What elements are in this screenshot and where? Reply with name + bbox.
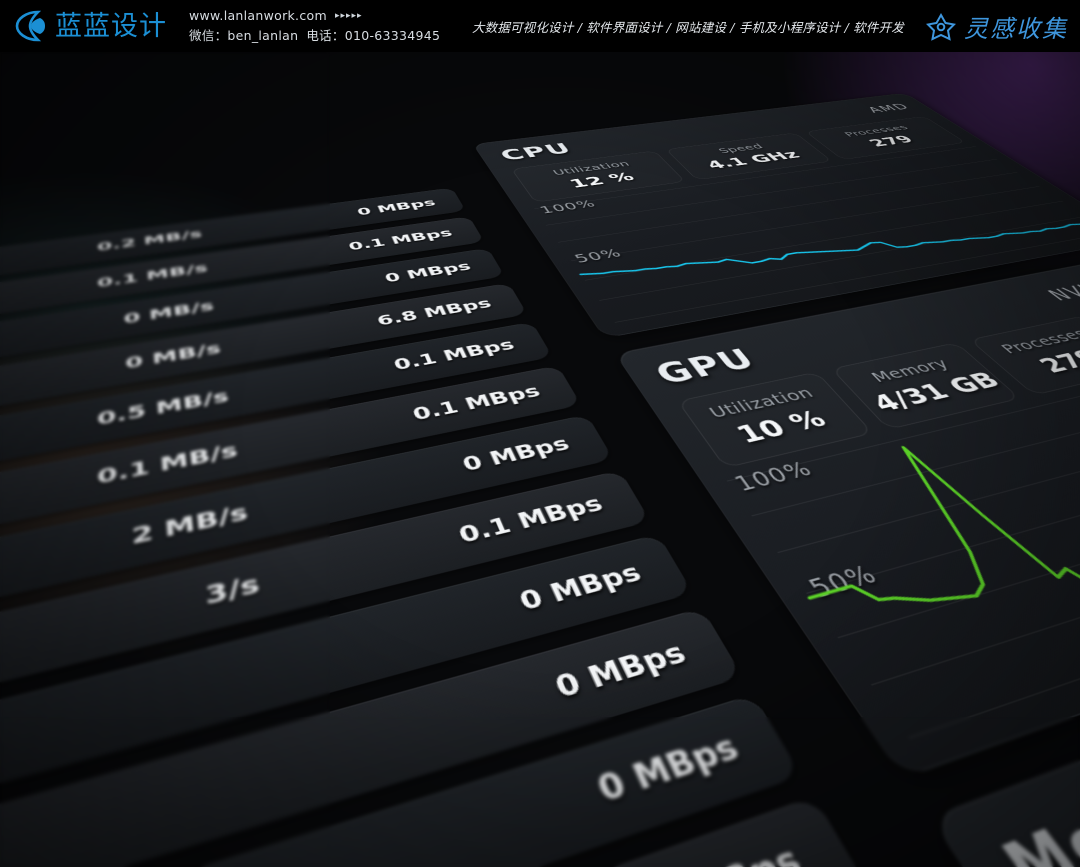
phone-text: 电话：010-63334945 [306,28,441,43]
memory-tile-in-use[interactable]: In use34.6 GB [1065,856,1080,867]
gpu-tile-utilization[interactable]: Utilization 10 % [677,371,874,469]
lanlan-logo-icon [14,9,48,43]
website-row: www.lanlanwork.com ▸▸▸▸▸ [189,8,440,23]
grid-line [777,394,1080,554]
brand-lockup: 蓝蓝设计 [14,9,167,43]
inspiration-text: 灵感收集 [964,14,1068,43]
website-text: www.lanlanwork.com [189,8,327,23]
wechat-phone-row: 微信：ben_lanlan 电话：010-63334945 [189,25,440,44]
inspiration-lockup: 灵感收集 [925,9,1068,44]
grid-line [751,368,1080,517]
dashboard-board: 2.2 GB0.2 MB/s0 MBps508 MB0.1 MB/s0.1 MB… [0,81,1080,867]
axis-tick-label: 100% [730,458,818,497]
grid-line [908,513,1080,739]
gpu-tile-processes[interactable]: Processes 279 [969,315,1080,396]
memory-panel[interactable]: Memory 64.0 GB, 2400 MHz In use34.6 GBAv… [928,549,1080,867]
grid-line [837,449,1080,638]
wechat-text: 微信：ben_lanlan [189,28,299,43]
grid-line [806,420,1080,594]
axis-tick-label: 50% [803,561,885,605]
grid-line [871,480,1080,686]
chart-line [727,345,1080,737]
memory-title: Memory [989,744,1080,867]
brand-name: 蓝蓝设计 [55,10,167,42]
tile-value: 10 % [730,405,834,450]
dashboard-scene: 2.2 GB0.2 MB/s0 MBps508 MB0.1 MB/s0.1 MB… [0,52,1080,867]
tile-value: 4/31 GB [865,367,1008,418]
tile-label: Memory [866,355,954,386]
contact-block: www.lanlanwork.com ▸▸▸▸▸ 微信：ben_lanlan 电… [189,8,440,44]
arrows-icon: ▸▸▸▸▸ [334,10,363,21]
memory-tiles: In use34.6 GBAvailable29.3 GBCached16.0 … [1065,640,1080,867]
services-text: 大数据可视化设计 / 软件界面设计 / 网站建设 / 手机及小程序设计 / 软件… [471,19,904,35]
tile-label: Utilization [704,383,818,422]
promo-banner: 蓝蓝设计 www.lanlanwork.com ▸▸▸▸▸ 微信：ben_lan… [0,0,1080,52]
gpu-graph[interactable]: 100% 50% [726,345,1080,739]
process-list[interactable]: 2.2 GB0.2 MB/s0 MBps508 MB0.1 MB/s0.1 MB… [0,187,1026,867]
inspiration-logo-icon [925,11,957,41]
